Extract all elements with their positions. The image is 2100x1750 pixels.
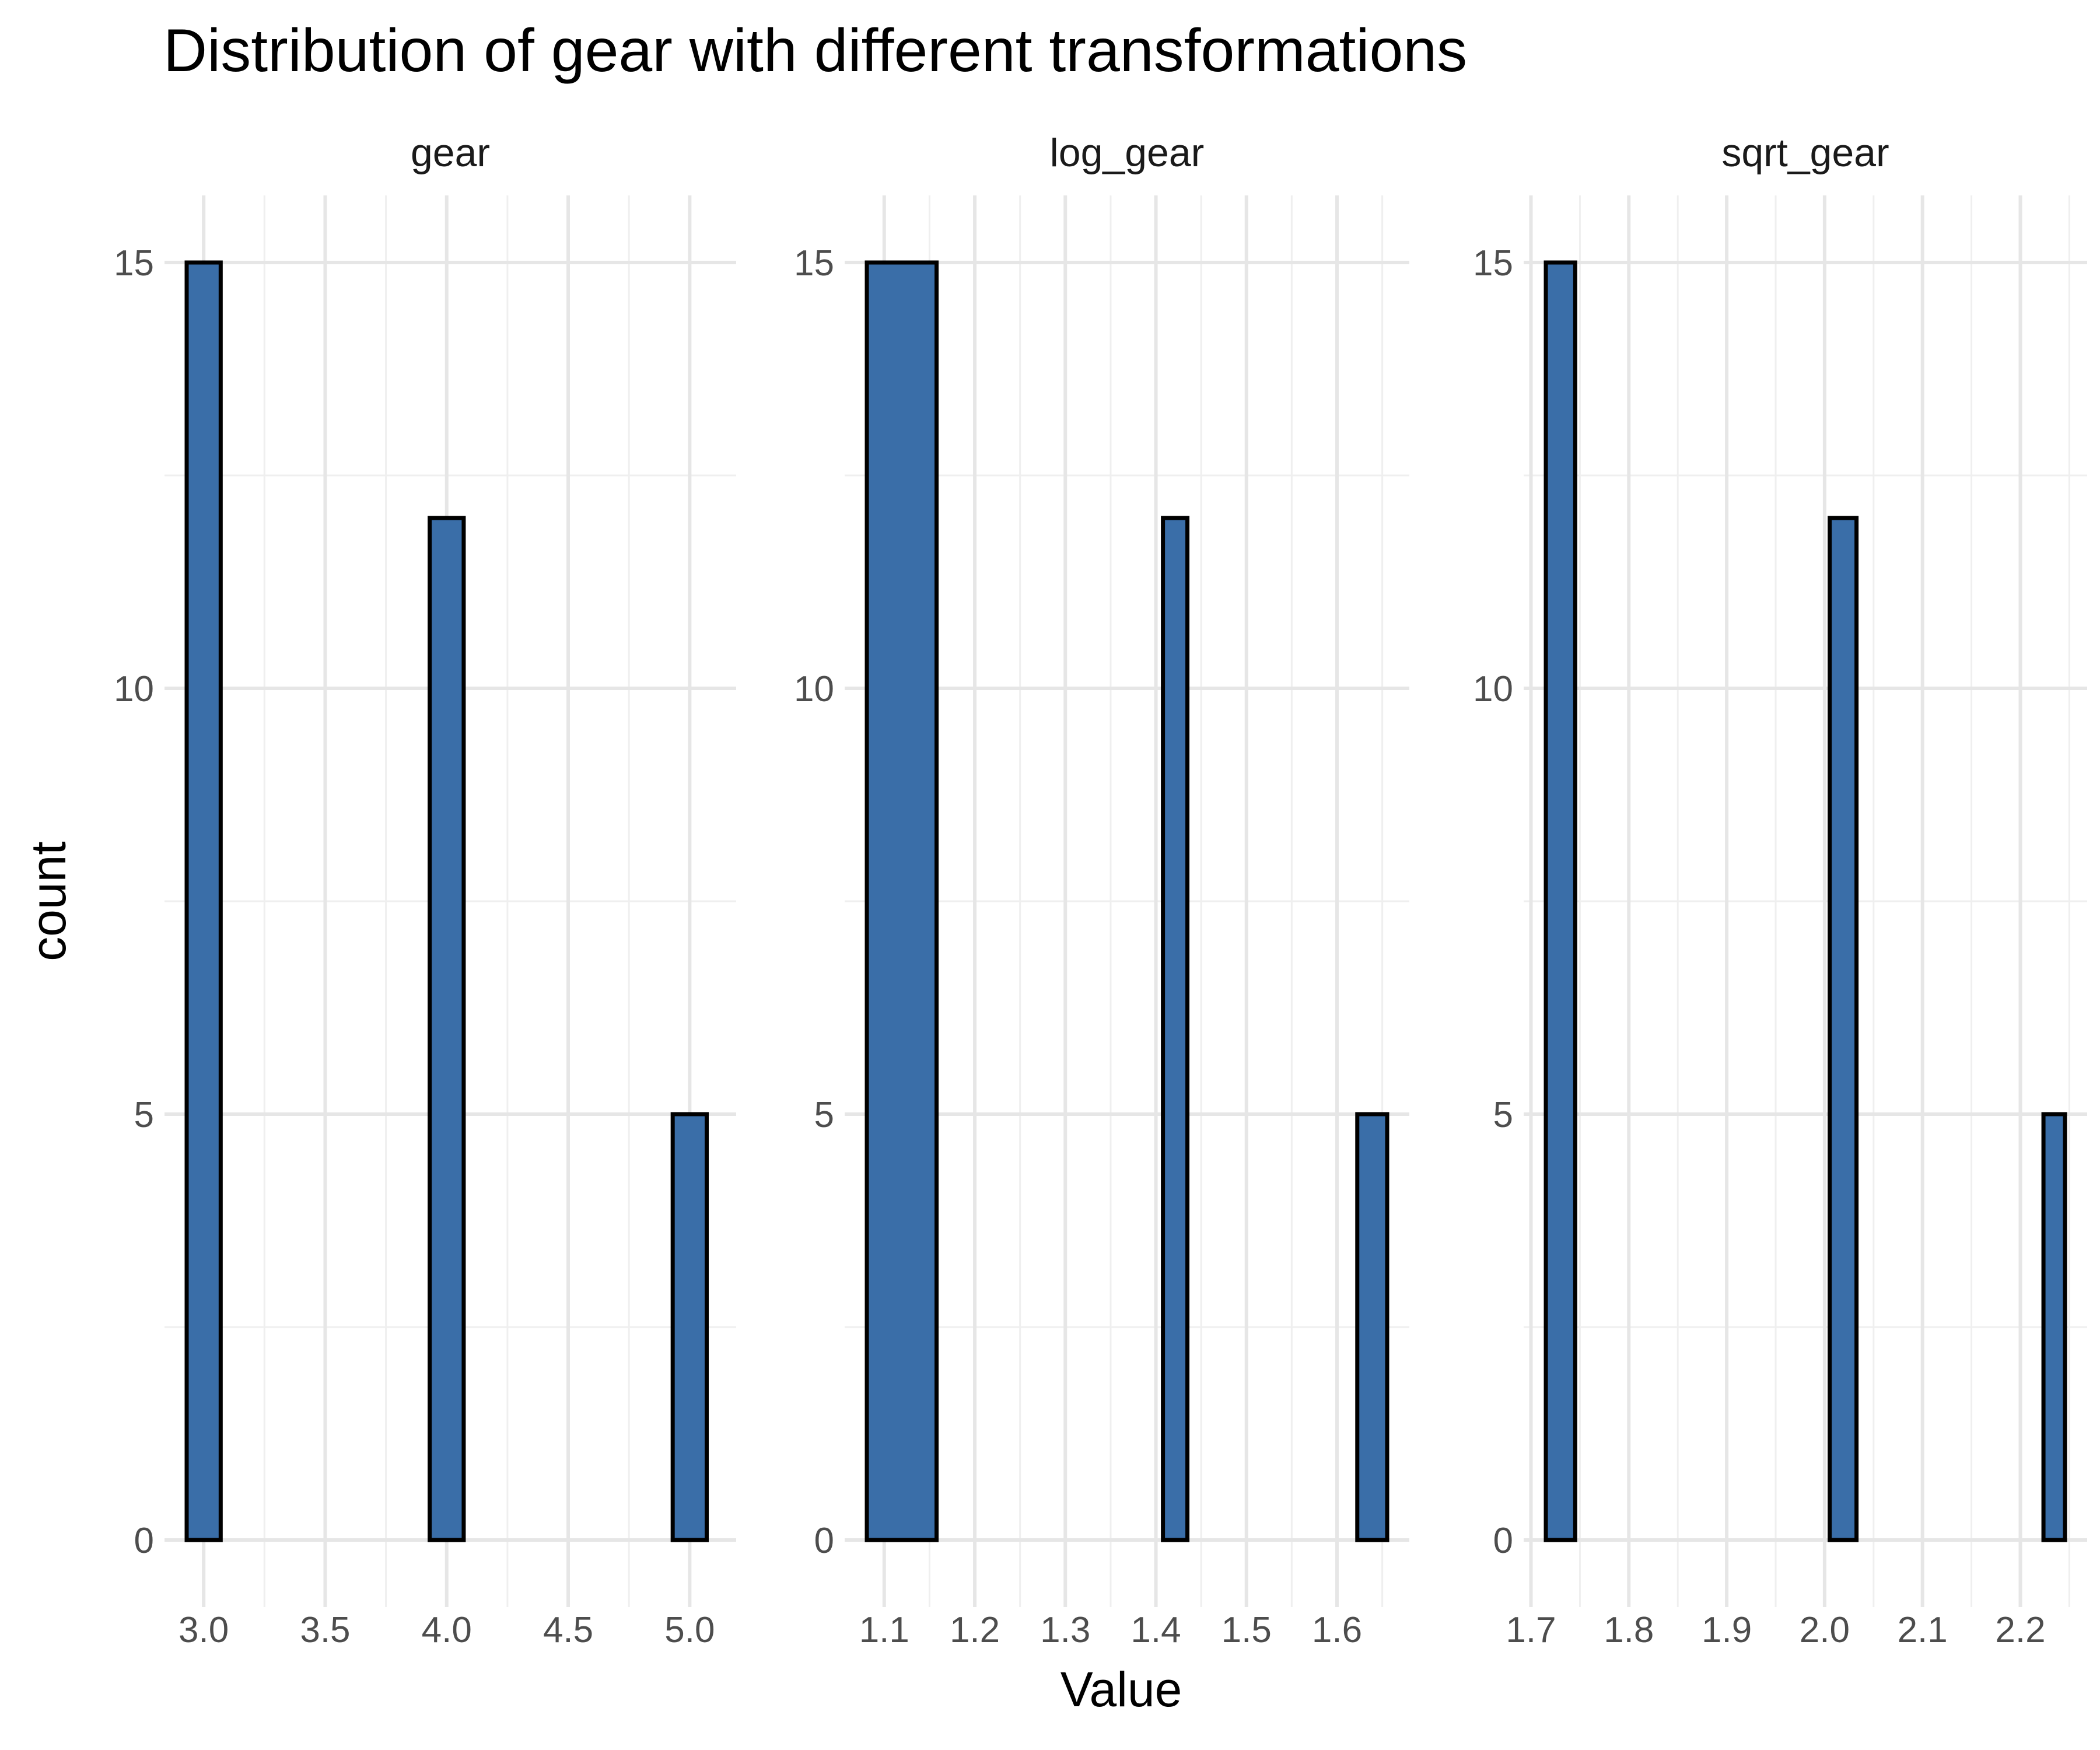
x-tick-label: 2.1 — [1898, 1610, 1948, 1650]
x-tick-label: 1.8 — [1604, 1610, 1654, 1650]
facet-strip-label: sqrt_gear — [1721, 131, 1889, 175]
x-tick-label: 1.3 — [1040, 1610, 1090, 1650]
y-tick-label: 15 — [794, 243, 834, 284]
histogram-bar — [1355, 1112, 1390, 1542]
y-tick-label: 0 — [1493, 1521, 1513, 1561]
x-axis-title: Value — [1060, 1662, 1182, 1717]
x-tick-label: 1.6 — [1312, 1610, 1362, 1650]
histogram-bar — [1161, 516, 1190, 1542]
histogram-bar — [2041, 1112, 2067, 1542]
y-tick-label: 15 — [114, 243, 154, 284]
x-tick-label: 2.0 — [1800, 1610, 1850, 1650]
x-tick-label: 1.9 — [1702, 1610, 1752, 1650]
x-tick-label: 5.0 — [664, 1610, 715, 1650]
x-tick-label: 1.4 — [1130, 1610, 1181, 1650]
x-tick-label: 1.7 — [1506, 1610, 1556, 1650]
histogram-bar — [428, 516, 466, 1542]
y-tick-label: 10 — [114, 669, 154, 709]
facet-panel-log_gear: log_gear 0 5 10 15 1.1 1.2 1.3 1.4 1.5 1.6 — [794, 131, 1409, 1650]
y-axis-title: count — [21, 841, 76, 961]
histogram-bar — [1544, 260, 1577, 1542]
y-tick-label: 0 — [134, 1521, 154, 1561]
y-tick-label: 15 — [1473, 243, 1513, 284]
histogram-bar — [670, 1112, 709, 1542]
facet-panel-sqrt_gear: sqrt_gear 0 5 10 15 1.7 1.8 1.9 2.0 2.1 2.2 — [1473, 131, 2087, 1650]
histogram-bar — [184, 260, 223, 1542]
y-tick-label: 10 — [1473, 669, 1513, 709]
x-tick-label: 3.0 — [178, 1610, 229, 1650]
facet-panel-gear: gear 0 5 10 15 3.0 3.5 4.0 4.5 5.0 — [114, 131, 736, 1650]
histogram-bar — [1828, 516, 1859, 1542]
y-tick-label: 10 — [794, 669, 834, 709]
x-tick-label: 2.2 — [1995, 1610, 2045, 1650]
chart-title: Distribution of gear with different tran… — [163, 17, 1467, 85]
facet-strip-label: log_gear — [1050, 131, 1205, 175]
y-tick-label: 0 — [814, 1521, 834, 1561]
x-tick-label: 1.5 — [1222, 1610, 1272, 1650]
y-tick-label: 5 — [134, 1095, 154, 1135]
histogram-bar — [864, 260, 939, 1542]
y-tick-label: 5 — [814, 1095, 834, 1135]
facet-panels: gear 0 5 10 15 3.0 3.5 4.0 4.5 5.0 log_gear 0 5 10 15 1… — [114, 131, 2087, 1650]
x-tick-label: 4.5 — [543, 1610, 593, 1650]
x-tick-label: 1.1 — [859, 1610, 909, 1650]
facet-strip-label: gear — [411, 131, 490, 175]
y-tick-label: 5 — [1493, 1095, 1513, 1135]
x-tick-label: 4.0 — [422, 1610, 472, 1650]
x-tick-label: 3.5 — [300, 1610, 350, 1650]
x-tick-label: 1.2 — [950, 1610, 1000, 1650]
